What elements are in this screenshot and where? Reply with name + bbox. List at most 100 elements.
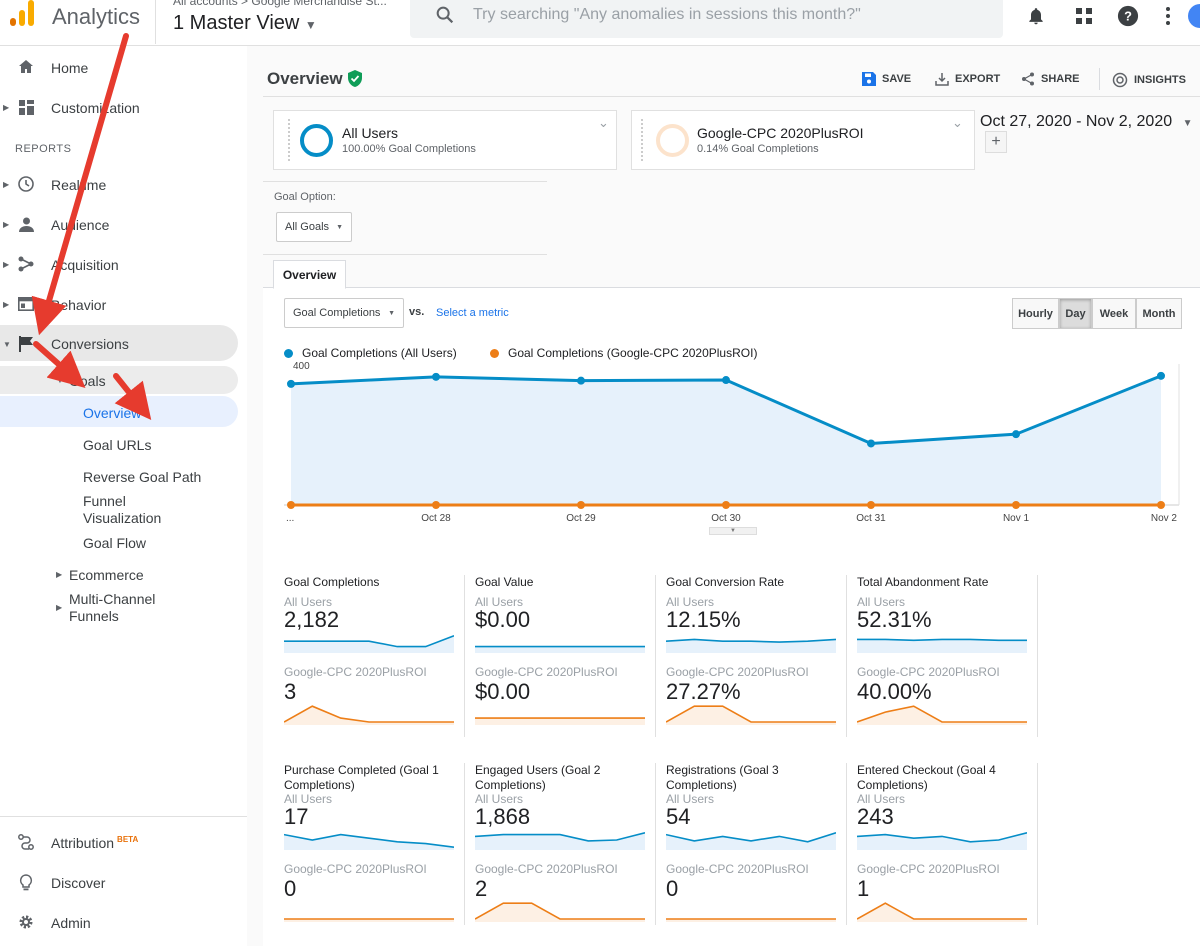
data-point[interactable] xyxy=(1157,371,1165,380)
sparkline xyxy=(475,645,645,653)
legend-item-google-cpc[interactable]: Goal Completions (Google-CPC 2020PlusROI… xyxy=(490,346,757,360)
data-point[interactable] xyxy=(867,439,875,448)
data-point[interactable] xyxy=(432,372,440,381)
sidebar-item-reverse-goal-path[interactable]: Reverse Goal Path xyxy=(83,469,202,485)
caret-right-icon[interactable]: ▶ xyxy=(3,103,10,112)
sparkline-area xyxy=(475,646,645,653)
data-point[interactable] xyxy=(722,501,730,509)
insights-button[interactable]: INSIGHTS xyxy=(1112,72,1186,88)
sparkline-area xyxy=(284,834,454,850)
avatar[interactable] xyxy=(1188,4,1200,28)
data-point[interactable] xyxy=(1012,430,1020,439)
sparkline xyxy=(666,832,836,850)
apps-grid-icon[interactable] xyxy=(1072,4,1096,28)
scorecard-divider xyxy=(655,575,656,737)
divider xyxy=(263,254,547,255)
analytics-logo-icon[interactable] xyxy=(10,0,34,26)
caret-right-icon[interactable]: ▶ xyxy=(56,603,63,612)
sparkline xyxy=(475,717,645,725)
date-range-selector[interactable]: Oct 27, 2020 - Nov 2, 2020 ▼ xyxy=(980,113,1192,131)
app-title[interactable]: Analytics xyxy=(52,4,141,29)
sidebar-item-realtime[interactable]: Realtime xyxy=(51,177,107,193)
granularity-month[interactable]: Month xyxy=(1136,298,1182,329)
legend-item-all-users[interactable]: Goal Completions (All Users) xyxy=(284,346,457,360)
export-button[interactable]: EXPORT xyxy=(935,72,1000,86)
chart-resize-handle[interactable]: ▼ xyxy=(709,527,757,535)
bell-icon[interactable] xyxy=(1024,4,1048,28)
sidebar-item-admin[interactable]: Admin xyxy=(51,915,91,931)
sidebar-item-goal-overview[interactable]: Overview xyxy=(83,405,142,421)
sparkline-line xyxy=(666,638,836,643)
segment-detail: 0.14% Goal Completions xyxy=(697,143,819,155)
segment-circle-icon xyxy=(656,124,689,157)
caret-right-icon[interactable]: ▶ xyxy=(3,260,10,269)
sidebar-item-discover[interactable]: Discover xyxy=(51,875,106,891)
segment-card-all-users[interactable]: All Users 100.00% Goal Completions ⌄ xyxy=(273,110,617,170)
sidebar-item-funnel-visualization[interactable]: Funnel Visualization xyxy=(83,493,162,526)
sidebar-item-goal-flow[interactable]: Goal Flow xyxy=(83,535,147,551)
view-selector[interactable]: 1 Master View ▼ xyxy=(173,12,317,35)
sidebar-item-multichannel[interactable]: Multi-Channel Funnels xyxy=(69,591,156,624)
caret-right-icon[interactable]: ▶ xyxy=(3,180,10,189)
sidebar-item-home[interactable]: Home xyxy=(51,60,89,76)
sparkline xyxy=(475,902,645,922)
scorecard-segment-label: Google-CPC 2020PlusROI xyxy=(284,862,427,876)
save-button[interactable]: SAVE xyxy=(862,72,911,86)
scorecard-segment-label: Google-CPC 2020PlusROI xyxy=(475,665,618,679)
x-tick-label: Oct 30 xyxy=(711,513,741,524)
chevron-down-icon[interactable]: ⌄ xyxy=(598,115,609,130)
data-point[interactable] xyxy=(287,379,295,388)
scorecard-segment-label: All Users xyxy=(475,792,524,806)
help-icon[interactable]: ? xyxy=(1116,4,1140,28)
sidebar-item-customization[interactable]: Customization xyxy=(51,100,140,116)
data-point[interactable] xyxy=(722,376,730,385)
share-label: SHARE xyxy=(1041,73,1080,85)
goal-option-select[interactable]: All Goals ▼ xyxy=(276,212,352,242)
sidebar-item-acquisition[interactable]: Acquisition xyxy=(51,257,119,273)
tab-overview[interactable]: Overview xyxy=(273,260,346,289)
sidebar-item-behavior[interactable]: Behavior xyxy=(51,297,107,313)
caret-right-icon[interactable]: ▶ xyxy=(56,570,63,579)
scorecard-value: 17 xyxy=(284,804,309,829)
save-icon xyxy=(862,72,876,86)
more-vert-icon[interactable] xyxy=(1156,4,1180,28)
metric-select[interactable]: Goal Completions ▼ xyxy=(284,298,404,328)
sidebar-item-attribution[interactable]: Attribution BETA xyxy=(51,835,138,851)
data-point[interactable] xyxy=(1157,501,1165,509)
granularity-hourly[interactable]: Hourly xyxy=(1012,298,1059,329)
drag-handle[interactable] xyxy=(288,119,290,161)
data-point[interactable] xyxy=(432,501,440,509)
data-point[interactable] xyxy=(1012,501,1020,509)
sidebar-item-goal-urls[interactable]: Goal URLs xyxy=(83,437,152,453)
account-breadcrumb[interactable]: All accounts > Google Merchandise St... xyxy=(173,0,387,8)
sidebar-item-audience[interactable]: Audience xyxy=(51,217,110,233)
x-tick-label: Nov 2 xyxy=(1151,513,1178,524)
caret-right-icon[interactable]: ▶ xyxy=(3,220,10,229)
metric-value: Goal Completions xyxy=(293,307,381,319)
top-bar: Analytics All accounts > Google Merchand… xyxy=(0,0,1200,46)
scorecard-title: Engaged Users (Goal 2 Completions) xyxy=(475,763,601,792)
scorecard-value: 0 xyxy=(284,876,297,901)
add-segment-button[interactable]: + xyxy=(985,131,1007,153)
data-point[interactable] xyxy=(867,501,875,509)
caret-down-icon[interactable]: ▼ xyxy=(3,340,11,349)
drag-handle[interactable] xyxy=(641,119,643,161)
select-metric-link[interactable]: Select a metric xyxy=(436,307,509,319)
search-bar[interactable]: Try searching "Any anomalies in sessions… xyxy=(410,0,1003,38)
data-point[interactable] xyxy=(577,501,585,509)
sidebar-item-goals[interactable]: Goals xyxy=(69,373,106,389)
granularity-day[interactable]: Day xyxy=(1059,298,1092,329)
chevron-down-icon[interactable]: ⌄ xyxy=(952,115,963,130)
sidebar-item-conversions[interactable]: Conversions xyxy=(51,336,129,352)
sidebar-item-ecommerce[interactable]: Ecommerce xyxy=(69,567,144,583)
segment-card-google-cpc[interactable]: Google-CPC 2020PlusROI 0.14% Goal Comple… xyxy=(631,110,975,170)
data-point[interactable] xyxy=(577,376,585,385)
caret-down-icon[interactable]: ▼ xyxy=(56,376,64,385)
granularity-week[interactable]: Week xyxy=(1092,298,1136,329)
data-point[interactable] xyxy=(287,501,295,509)
caret-right-icon[interactable]: ▶ xyxy=(3,300,10,309)
series-area xyxy=(291,375,1161,505)
scorecard-segment-label: All Users xyxy=(475,595,524,609)
search-input[interactable]: Try searching "Any anomalies in sessions… xyxy=(473,6,861,23)
share-button[interactable]: SHARE xyxy=(1021,72,1080,86)
